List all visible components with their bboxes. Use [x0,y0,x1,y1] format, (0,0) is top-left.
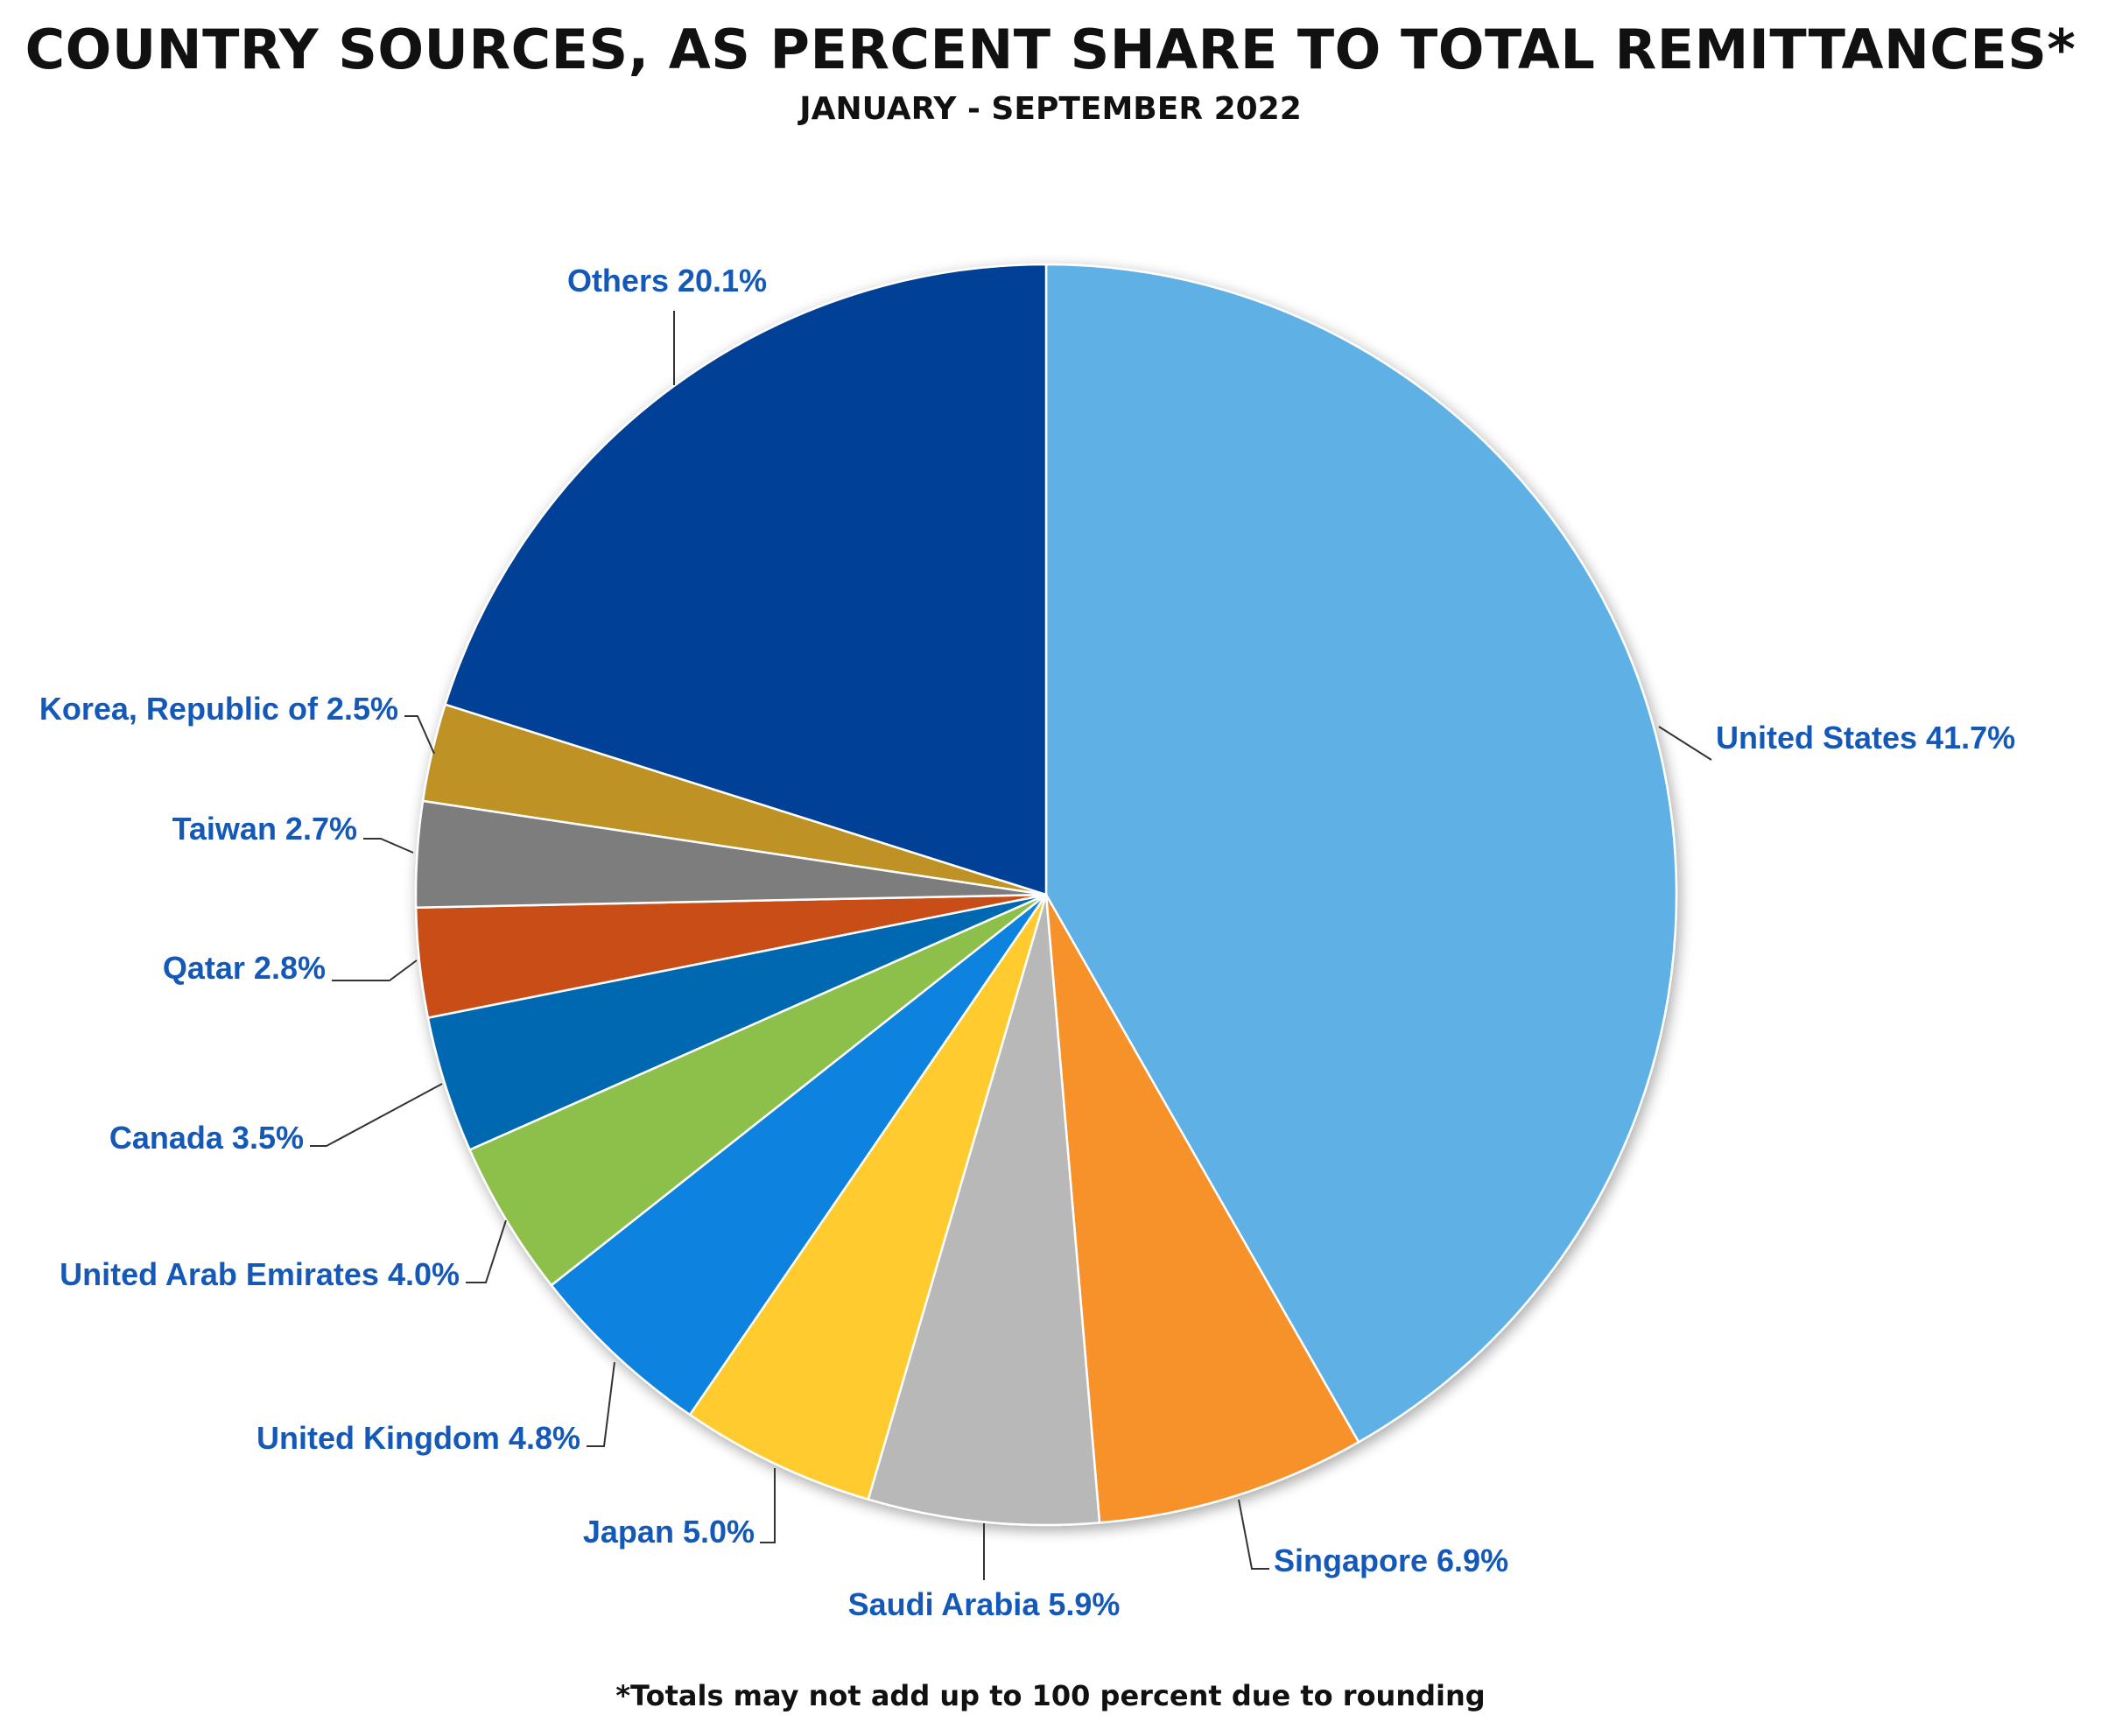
leader-line-united-arab-emirates [466,1219,507,1283]
pie-slice-united-states [1044,263,1678,1444]
slice-label-united-states: United States 41.7% [1716,720,2015,756]
pie-slice-japan [688,893,1048,1501]
slice-label-korea-republic-of: Korea, Republic of 2.5% [39,691,398,727]
pie-slice-singapore [1044,893,1360,1524]
slice-label-qatar: Qatar 2.8% [163,950,326,986]
chart-title: COUNTRY SOURCES, AS PERCENT SHARE TO TOT… [25,18,2076,81]
slice-label-others: Others 20.1% [567,263,767,299]
leader-line-united-states [1658,726,1712,761]
slice-label-saudi-arabia: Saudi Arabia 5.9% [848,1586,1121,1622]
slice-label-united-kingdom: United Kingdom 4.8% [256,1420,580,1456]
slice-label-singapore: Singapore 6.9% [1274,1543,1508,1578]
leader-line-singapore [1238,1499,1269,1570]
leader-line-taiwan [363,838,414,854]
leader-line-canada [310,1083,443,1147]
pie-slice-united-arab-emirates [468,893,1048,1287]
chart-footnote: *Totals may not add up to 100 percent du… [615,1679,1486,1712]
pie-slices [414,263,1678,1527]
slice-label-united-arab-emirates: United Arab Emirates 4.0% [60,1256,460,1292]
pie-slice-saudi-arabia [867,893,1101,1527]
leader-lines [310,311,1712,1580]
slice-label-taiwan: Taiwan 2.7% [172,811,357,847]
pie-slice-united-kingdom [550,893,1048,1416]
slice-labels: United States 41.7% Singapore 6.9% Saudi A… [39,263,2015,1622]
slice-label-japan: Japan 5.0% [583,1514,755,1550]
slice-label-canada: Canada 3.5% [109,1120,304,1156]
leader-line-qatar [332,959,418,981]
leader-line-united-kingdom [587,1361,615,1447]
leader-line-korea-republic-of [404,715,435,755]
leader-line-japan [760,1468,776,1543]
pie-slice-others [444,263,1048,896]
chart-subtitle: JANUARY - SEPTEMBER 2022 [799,91,1302,127]
